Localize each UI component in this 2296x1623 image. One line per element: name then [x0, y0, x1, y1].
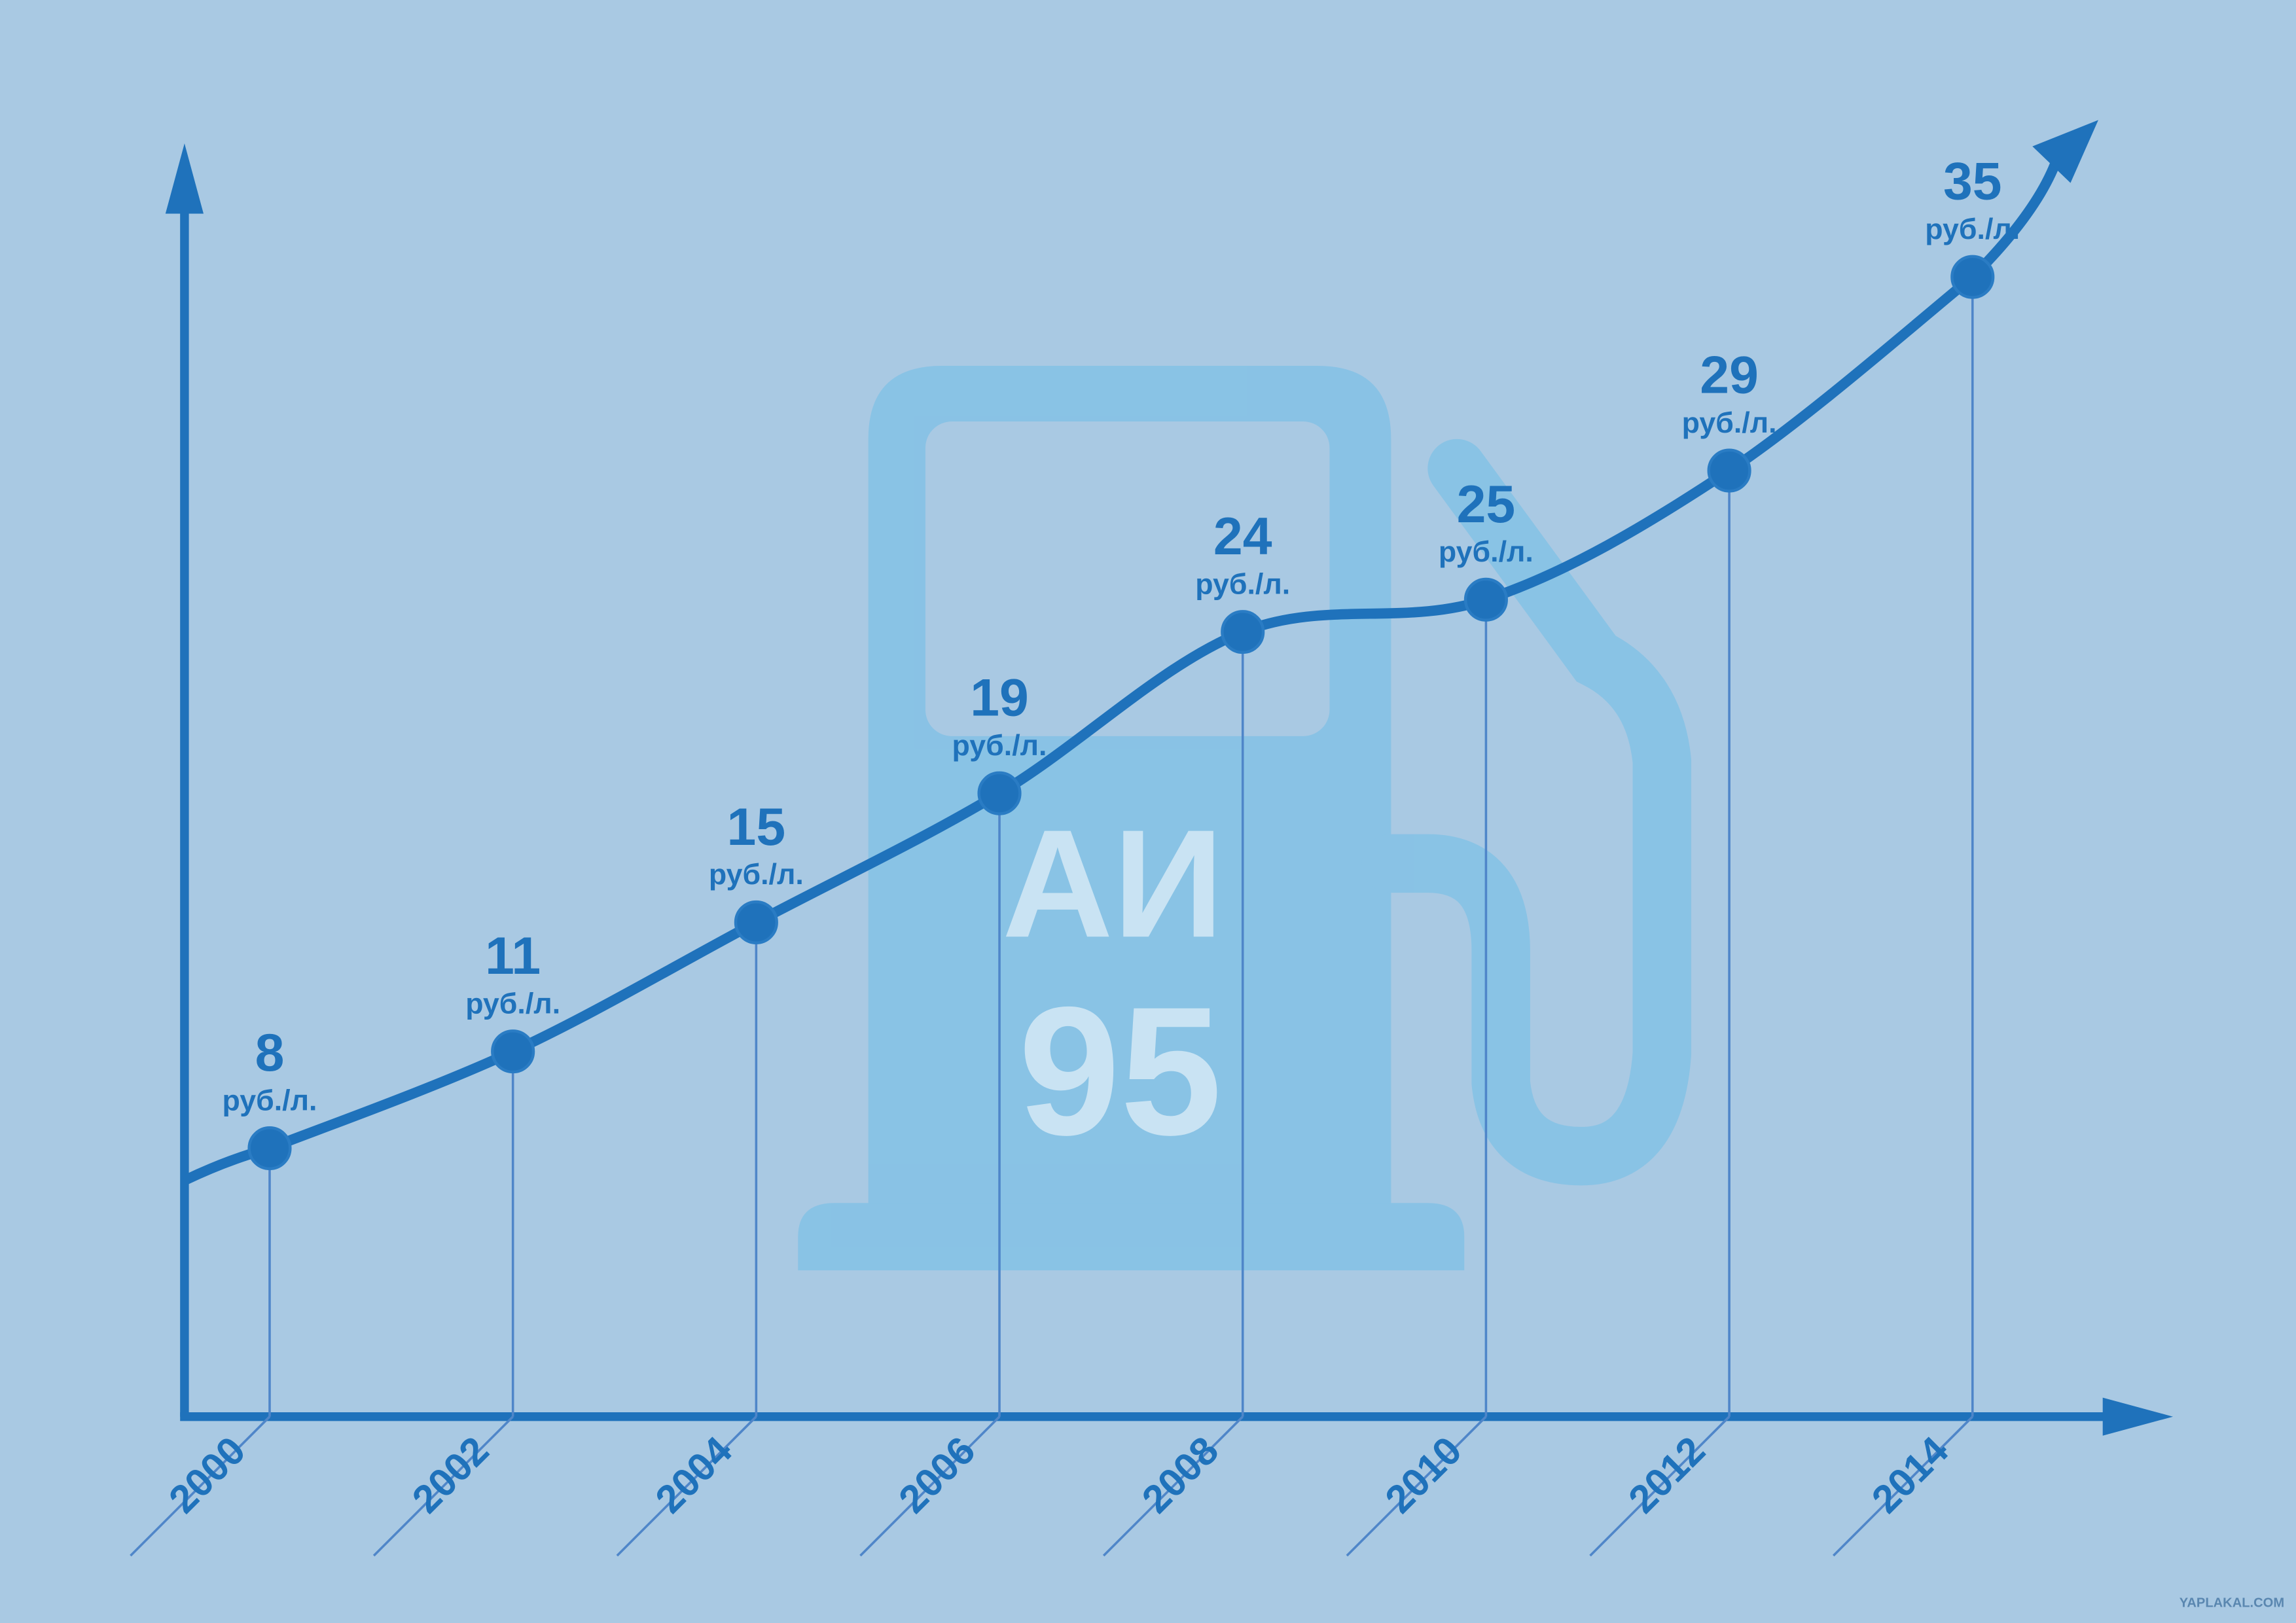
- point: [491, 1029, 535, 1074]
- icon-text: АИ: [1002, 797, 1223, 969]
- unit-label: руб./л.: [223, 1084, 317, 1116]
- point: [734, 900, 778, 944]
- y-axis-arrow: [165, 143, 204, 214]
- unit-label: руб./л.: [1439, 536, 1534, 568]
- curve-arrow-line: [1969, 156, 2062, 281]
- x-axis-arrow: [2102, 1397, 2174, 1436]
- x-tick: [1102, 1416, 1244, 1557]
- value-label: 15: [727, 798, 786, 857]
- icon-text: 95: [1018, 969, 1222, 1173]
- value-label: 24: [1213, 507, 1272, 566]
- x-tick: [1346, 1416, 1487, 1557]
- point: [1221, 610, 1265, 654]
- unit-label: руб./л.: [465, 988, 560, 1020]
- unit-label: руб./л.: [1682, 407, 1777, 439]
- point: [1707, 448, 1751, 493]
- pump-window: [925, 421, 1330, 736]
- x-tick: [1589, 1416, 1731, 1557]
- value-label: 8: [255, 1024, 285, 1082]
- curve-arrowhead: [2032, 120, 2098, 183]
- value-label: 19: [970, 669, 1029, 728]
- value-label: 25: [1457, 475, 1516, 534]
- unit-label: руб./л.: [709, 859, 804, 891]
- x-tick: [130, 1416, 271, 1557]
- value-label: 29: [1700, 346, 1759, 405]
- unit-label: руб./л.: [952, 730, 1047, 762]
- point: [1950, 255, 1995, 299]
- x-tick: [1832, 1416, 1974, 1557]
- value-label: 11: [485, 927, 541, 986]
- unit-label: руб./л.: [1195, 568, 1290, 600]
- point: [977, 771, 1022, 815]
- pump-hose: [1361, 438, 1692, 1186]
- x-tick: [372, 1416, 514, 1557]
- pump-base: [798, 1203, 1465, 1271]
- unit-label: руб./л.: [1925, 213, 2020, 245]
- watermark: YAPLAKAL.COM: [2179, 1596, 2284, 1610]
- point: [247, 1126, 292, 1171]
- point: [1463, 577, 1508, 622]
- x-tick: [859, 1416, 1001, 1557]
- value-label: 35: [1943, 152, 2002, 211]
- x-tick: [616, 1416, 757, 1557]
- line: [268, 273, 1976, 1153]
